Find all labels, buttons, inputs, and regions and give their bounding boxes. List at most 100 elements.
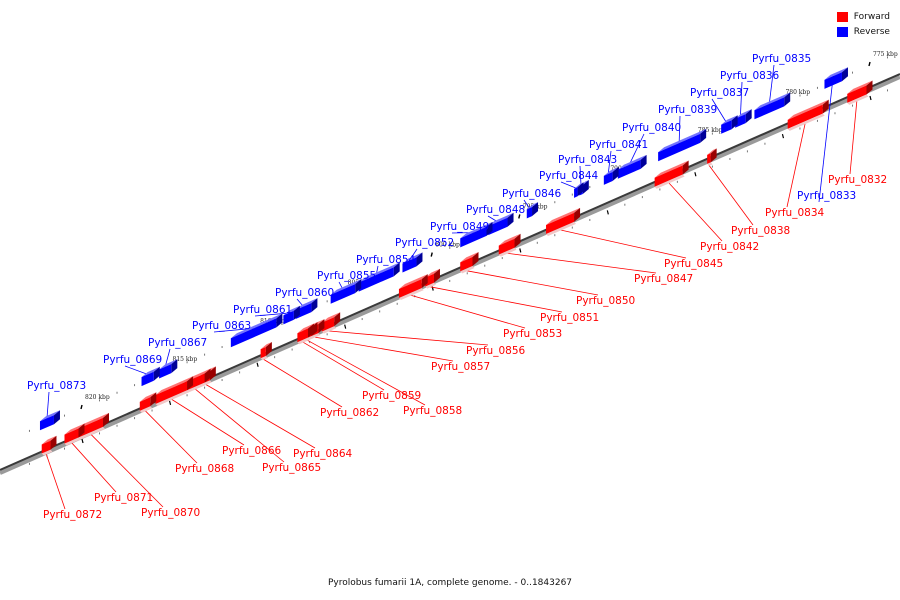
gene-top-face <box>39 410 60 422</box>
gene-top-face <box>707 148 717 155</box>
gene-front-face <box>39 415 54 431</box>
gene-label: Pyrfu_0863 <box>192 320 251 332</box>
gene-Pyrfu_0871[interactable] <box>64 423 85 446</box>
gene-Pyrfu_0832[interactable] <box>847 80 873 105</box>
gene-front-face <box>155 381 188 404</box>
gene-Pyrfu_0841[interactable] <box>603 167 619 185</box>
leader-line <box>144 410 198 464</box>
major-tick <box>430 252 433 257</box>
gene-Pyrfu_0835[interactable] <box>754 92 791 120</box>
major-tick <box>81 438 84 444</box>
gene-Pyrfu_0868[interactable] <box>139 392 157 413</box>
leader-line <box>607 150 612 175</box>
gene-label: Pyrfu_0852 <box>395 237 454 249</box>
leader-line <box>313 336 454 362</box>
gene-top-face <box>330 279 362 295</box>
gene-Pyrfu_0856[interactable] <box>321 312 341 334</box>
gene-top-face <box>321 312 341 323</box>
gene-Pyrfu_0838[interactable] <box>707 148 717 166</box>
gene-end-face <box>150 392 157 407</box>
gene-front-face <box>721 120 732 134</box>
gene-Pyrfu_0851[interactable] <box>425 268 440 289</box>
gene-shadow <box>546 221 577 237</box>
gene-Pyrfu_0839[interactable] <box>658 128 707 162</box>
gene-end-face <box>710 148 717 163</box>
major-tick <box>694 172 697 177</box>
gene-Pyrfu_0846[interactable] <box>526 202 539 219</box>
gene-end-face <box>486 221 493 236</box>
gene-top-face <box>847 80 873 94</box>
gene-front-face <box>787 104 823 129</box>
gene-Pyrfu_0848[interactable] <box>488 212 514 236</box>
leader-line <box>559 229 687 259</box>
leader-line <box>302 341 385 391</box>
gene-front-face <box>824 72 842 89</box>
leader-line <box>164 348 171 367</box>
gene-Pyrfu_0873[interactable] <box>39 410 60 431</box>
gene-end-face <box>355 279 362 294</box>
gene-end-face <box>532 202 539 217</box>
gene-label: Pyrfu_0868 <box>175 463 234 475</box>
gene-Pyrfu_0872[interactable] <box>41 435 57 456</box>
gene-Pyrfu_0834[interactable] <box>787 99 829 131</box>
gene-label: Pyrfu_0844 <box>539 170 599 182</box>
gene-end-face <box>209 366 216 381</box>
gene-Pyrfu_0860[interactable] <box>295 298 318 320</box>
gene-shadow <box>847 94 869 105</box>
gene-end-face <box>514 233 521 248</box>
gene-Pyrfu_0854[interactable] <box>358 262 400 292</box>
gene-top-face <box>155 376 194 395</box>
gene-front-face <box>139 397 151 411</box>
tick-label: 775 kbp <box>873 51 898 58</box>
gene-Pyrfu_0861[interactable] <box>283 305 300 325</box>
gene-Pyrfu_0866[interactable] <box>155 376 194 406</box>
gene-Pyrfu_0869[interactable] <box>141 366 160 387</box>
gene-Pyrfu_0863[interactable] <box>230 313 283 348</box>
gene-Pyrfu_0849[interactable] <box>460 221 493 248</box>
gene-label: Pyrfu_0865 <box>262 462 321 474</box>
leader-line <box>786 123 806 208</box>
gene-label: Pyrfu_0847 <box>634 273 693 285</box>
gene-label: Pyrfu_0867 <box>148 337 207 349</box>
gene-Pyrfu_0833[interactable] <box>824 67 848 89</box>
gene-shadow <box>78 426 106 440</box>
gene-Pyrfu_0852[interactable] <box>402 252 423 273</box>
gene-end-face <box>433 268 440 283</box>
gene-front-face <box>735 114 746 128</box>
leader-line <box>71 442 117 493</box>
gene-label: Pyrfu_0859 <box>362 390 421 402</box>
gene-top-face <box>658 128 707 153</box>
leader-line <box>579 165 582 186</box>
gene-Pyrfu_0837[interactable] <box>721 115 738 134</box>
gene-label: Pyrfu_0851 <box>540 312 599 324</box>
gene-front-face <box>617 159 641 179</box>
gene-Pyrfu_0844[interactable] <box>574 182 584 198</box>
gene-top-face <box>654 160 689 178</box>
gene-label: Pyrfu_0846 <box>502 188 562 200</box>
legend-reverse: Reverse <box>836 24 890 39</box>
gene-end-face <box>53 410 60 425</box>
leader-line <box>708 164 754 226</box>
gene-top-face <box>824 67 848 80</box>
gene-Pyrfu_0867[interactable] <box>159 359 178 379</box>
gene-Pyrfu_0862[interactable] <box>260 341 272 361</box>
gene-Pyrfu_0859[interactable] <box>297 323 314 345</box>
major-tick <box>781 133 785 139</box>
gene-Pyrfu_0840[interactable] <box>617 154 647 179</box>
gene-blocks <box>39 67 873 456</box>
gene-Pyrfu_0855[interactable] <box>330 279 362 304</box>
gene-end-face <box>822 99 829 114</box>
gene-front-face <box>230 318 277 348</box>
gene-Pyrfu_0870[interactable] <box>78 412 110 440</box>
gene-shadow <box>297 337 310 345</box>
gene-front-face <box>297 328 308 343</box>
gene-Pyrfu_0850[interactable] <box>460 252 479 274</box>
gene-Pyrfu_0845[interactable] <box>546 207 581 237</box>
leader-line <box>506 252 657 274</box>
gene-top-face <box>159 359 178 370</box>
gene-Pyrfu_0842[interactable] <box>654 160 689 189</box>
gene-Pyrfu_0853[interactable] <box>398 274 428 301</box>
gene-Pyrfu_0836[interactable] <box>735 109 752 128</box>
gene-Pyrfu_0847[interactable] <box>498 233 521 257</box>
